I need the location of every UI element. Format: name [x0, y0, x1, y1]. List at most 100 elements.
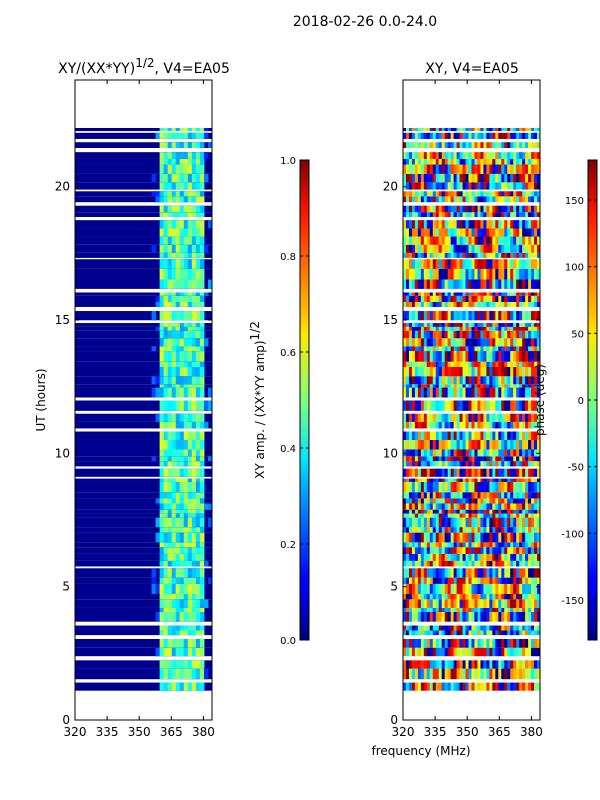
left-cell [195, 517, 201, 528]
left-cell [159, 461, 165, 467]
right-cell [483, 311, 487, 321]
right-cell [441, 607, 446, 612]
right-cell [429, 599, 434, 608]
left-cell [167, 481, 173, 493]
right-cell [403, 547, 407, 554]
right-cell [522, 338, 526, 347]
right-cell [462, 468, 467, 477]
right-cell [420, 228, 425, 237]
right-cell [441, 268, 446, 280]
right-cell [462, 509, 467, 514]
right-cell [504, 236, 508, 245]
left-cell [183, 607, 189, 612]
right-cell [414, 503, 419, 510]
left-cell [159, 542, 165, 548]
right-cell [516, 660, 520, 669]
right-cell [492, 326, 496, 331]
right-cell [423, 413, 428, 422]
right-cell [522, 330, 526, 339]
right-cell [501, 205, 505, 213]
amplitude-colorbar-tick-label: 0.4 [280, 444, 296, 455]
right-cell [405, 302, 410, 307]
right-cell [447, 413, 452, 422]
left-cell [167, 498, 173, 504]
right-cell [432, 259, 437, 269]
right-cell [465, 413, 470, 422]
right-cell [441, 625, 446, 631]
right-cell [489, 142, 493, 148]
right-cell [492, 279, 496, 289]
right-cell [429, 513, 434, 518]
right-cell [423, 387, 428, 398]
right-cell [510, 478, 514, 482]
right-cell [426, 560, 431, 567]
right-cell [408, 532, 413, 543]
right-cell [432, 244, 437, 253]
right-cell [429, 311, 434, 321]
right-cell [528, 152, 532, 159]
right-cell [459, 594, 464, 600]
right-cell [417, 421, 422, 429]
right-cell [501, 568, 505, 578]
left-cell [199, 326, 205, 331]
right-cell [450, 338, 455, 347]
right-cell [444, 647, 449, 657]
right-cell [504, 323, 508, 327]
right-cell [513, 682, 517, 691]
right-cell [438, 542, 443, 548]
right-cell [432, 311, 437, 321]
left-cell [183, 292, 189, 296]
right-cell [495, 205, 499, 213]
right-cell [420, 503, 425, 510]
right-cell [417, 542, 422, 548]
right-cell [519, 431, 523, 440]
right-cell [534, 498, 538, 504]
left-ytick-label: 5 [62, 580, 70, 594]
left-cell [163, 599, 169, 608]
right-cell [465, 338, 470, 347]
right-cell [498, 421, 502, 429]
right-cell [450, 599, 455, 608]
right-cell [441, 461, 446, 467]
right-cell [471, 295, 475, 303]
right-cell [417, 498, 422, 504]
right-cell [492, 456, 496, 462]
right-cell [453, 387, 458, 398]
right-cell [522, 527, 526, 533]
left-time-row [75, 330, 212, 339]
right-cell [474, 547, 478, 554]
right-cell [477, 164, 481, 174]
right-cell [498, 568, 502, 578]
right-cell [420, 547, 425, 554]
left-cell [155, 413, 161, 422]
left-cell [191, 196, 197, 203]
right-cell [507, 413, 511, 422]
right-cell [486, 668, 490, 680]
right-cell [528, 532, 532, 543]
right-cell [450, 351, 455, 362]
right-cell [471, 259, 475, 269]
right-cell [507, 302, 511, 307]
right-cell [417, 509, 422, 514]
right-cell [477, 338, 481, 347]
right-cell [504, 128, 508, 132]
right-cell [528, 351, 532, 362]
right-cell [510, 351, 514, 362]
right-cell [531, 212, 535, 218]
left-cell [191, 323, 197, 327]
right-cell [438, 164, 443, 174]
right-cell [525, 599, 529, 608]
left-cell [199, 481, 205, 493]
right-cell [486, 625, 490, 631]
right-cell [408, 527, 413, 533]
right-cell [405, 330, 410, 339]
right-cell [468, 236, 472, 245]
right-cell [504, 568, 508, 578]
right-cell [468, 311, 472, 321]
right-cell [468, 196, 472, 203]
right-cell [501, 599, 505, 608]
right-cell [474, 351, 478, 362]
left-cell [159, 311, 165, 321]
right-cell [432, 568, 437, 578]
right-cell [498, 268, 502, 280]
